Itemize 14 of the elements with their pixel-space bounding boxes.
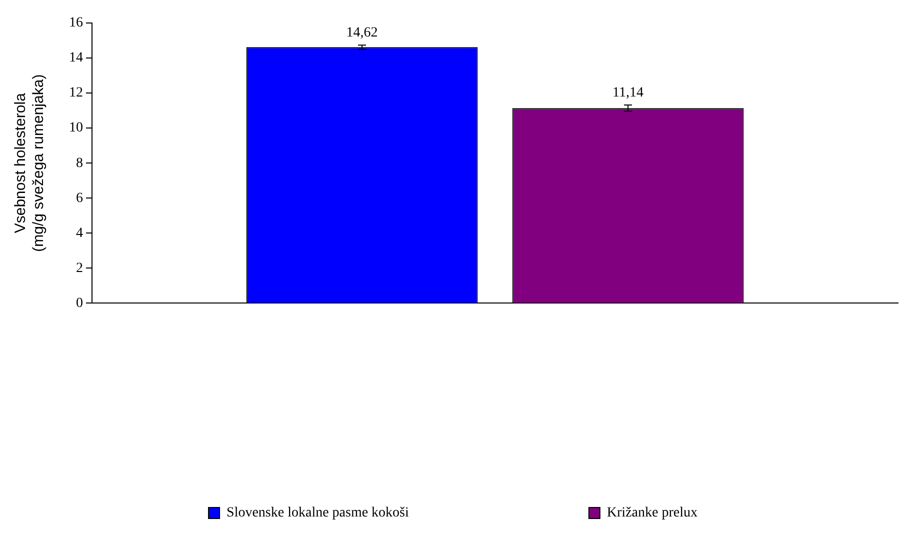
- y-tick-label: 0: [76, 296, 83, 311]
- y-tick-label: 14: [69, 50, 83, 66]
- data-label: 14,62: [346, 26, 378, 41]
- y-tick-label: 4: [76, 226, 83, 241]
- y-tick-label: 2: [76, 260, 83, 276]
- legend-label: Križanke prelux: [606, 506, 698, 521]
- y-tick-label: 6: [76, 190, 83, 206]
- y-tick-label: 8: [76, 156, 83, 171]
- data-label: 11,14: [612, 86, 644, 101]
- y-tick-label: 12: [69, 86, 83, 101]
- y-axis-title: Vsebnost holesterola (mg/g svežega rumenjaka): [12, 74, 48, 252]
- legend-label: Slovenske lokalne pasme kokoši: [226, 506, 410, 521]
- y-tick-label: 16: [69, 16, 83, 31]
- y-tick-label: 10: [69, 120, 83, 136]
